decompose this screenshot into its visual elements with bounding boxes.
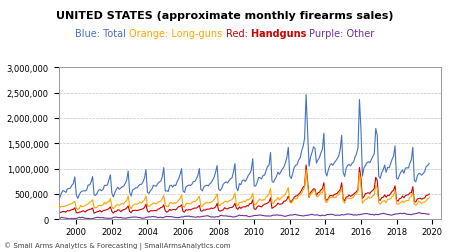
Text: UNITED STATES (approximate monthly firearms sales): UNITED STATES (approximate monthly firea… — [56, 11, 394, 21]
Text: Handguns: Handguns — [251, 29, 310, 39]
Text: Red:: Red: — [226, 29, 251, 39]
Text: Purple: Other: Purple: Other — [310, 29, 375, 39]
Text: © Small Arms Analytics & Forecasting | SmallArmsAnalytics.com: © Small Arms Analytics & Forecasting | S… — [4, 242, 231, 249]
Text: Orange: Long-guns: Orange: Long-guns — [129, 29, 226, 39]
Text: Blue: Total: Blue: Total — [75, 29, 129, 39]
